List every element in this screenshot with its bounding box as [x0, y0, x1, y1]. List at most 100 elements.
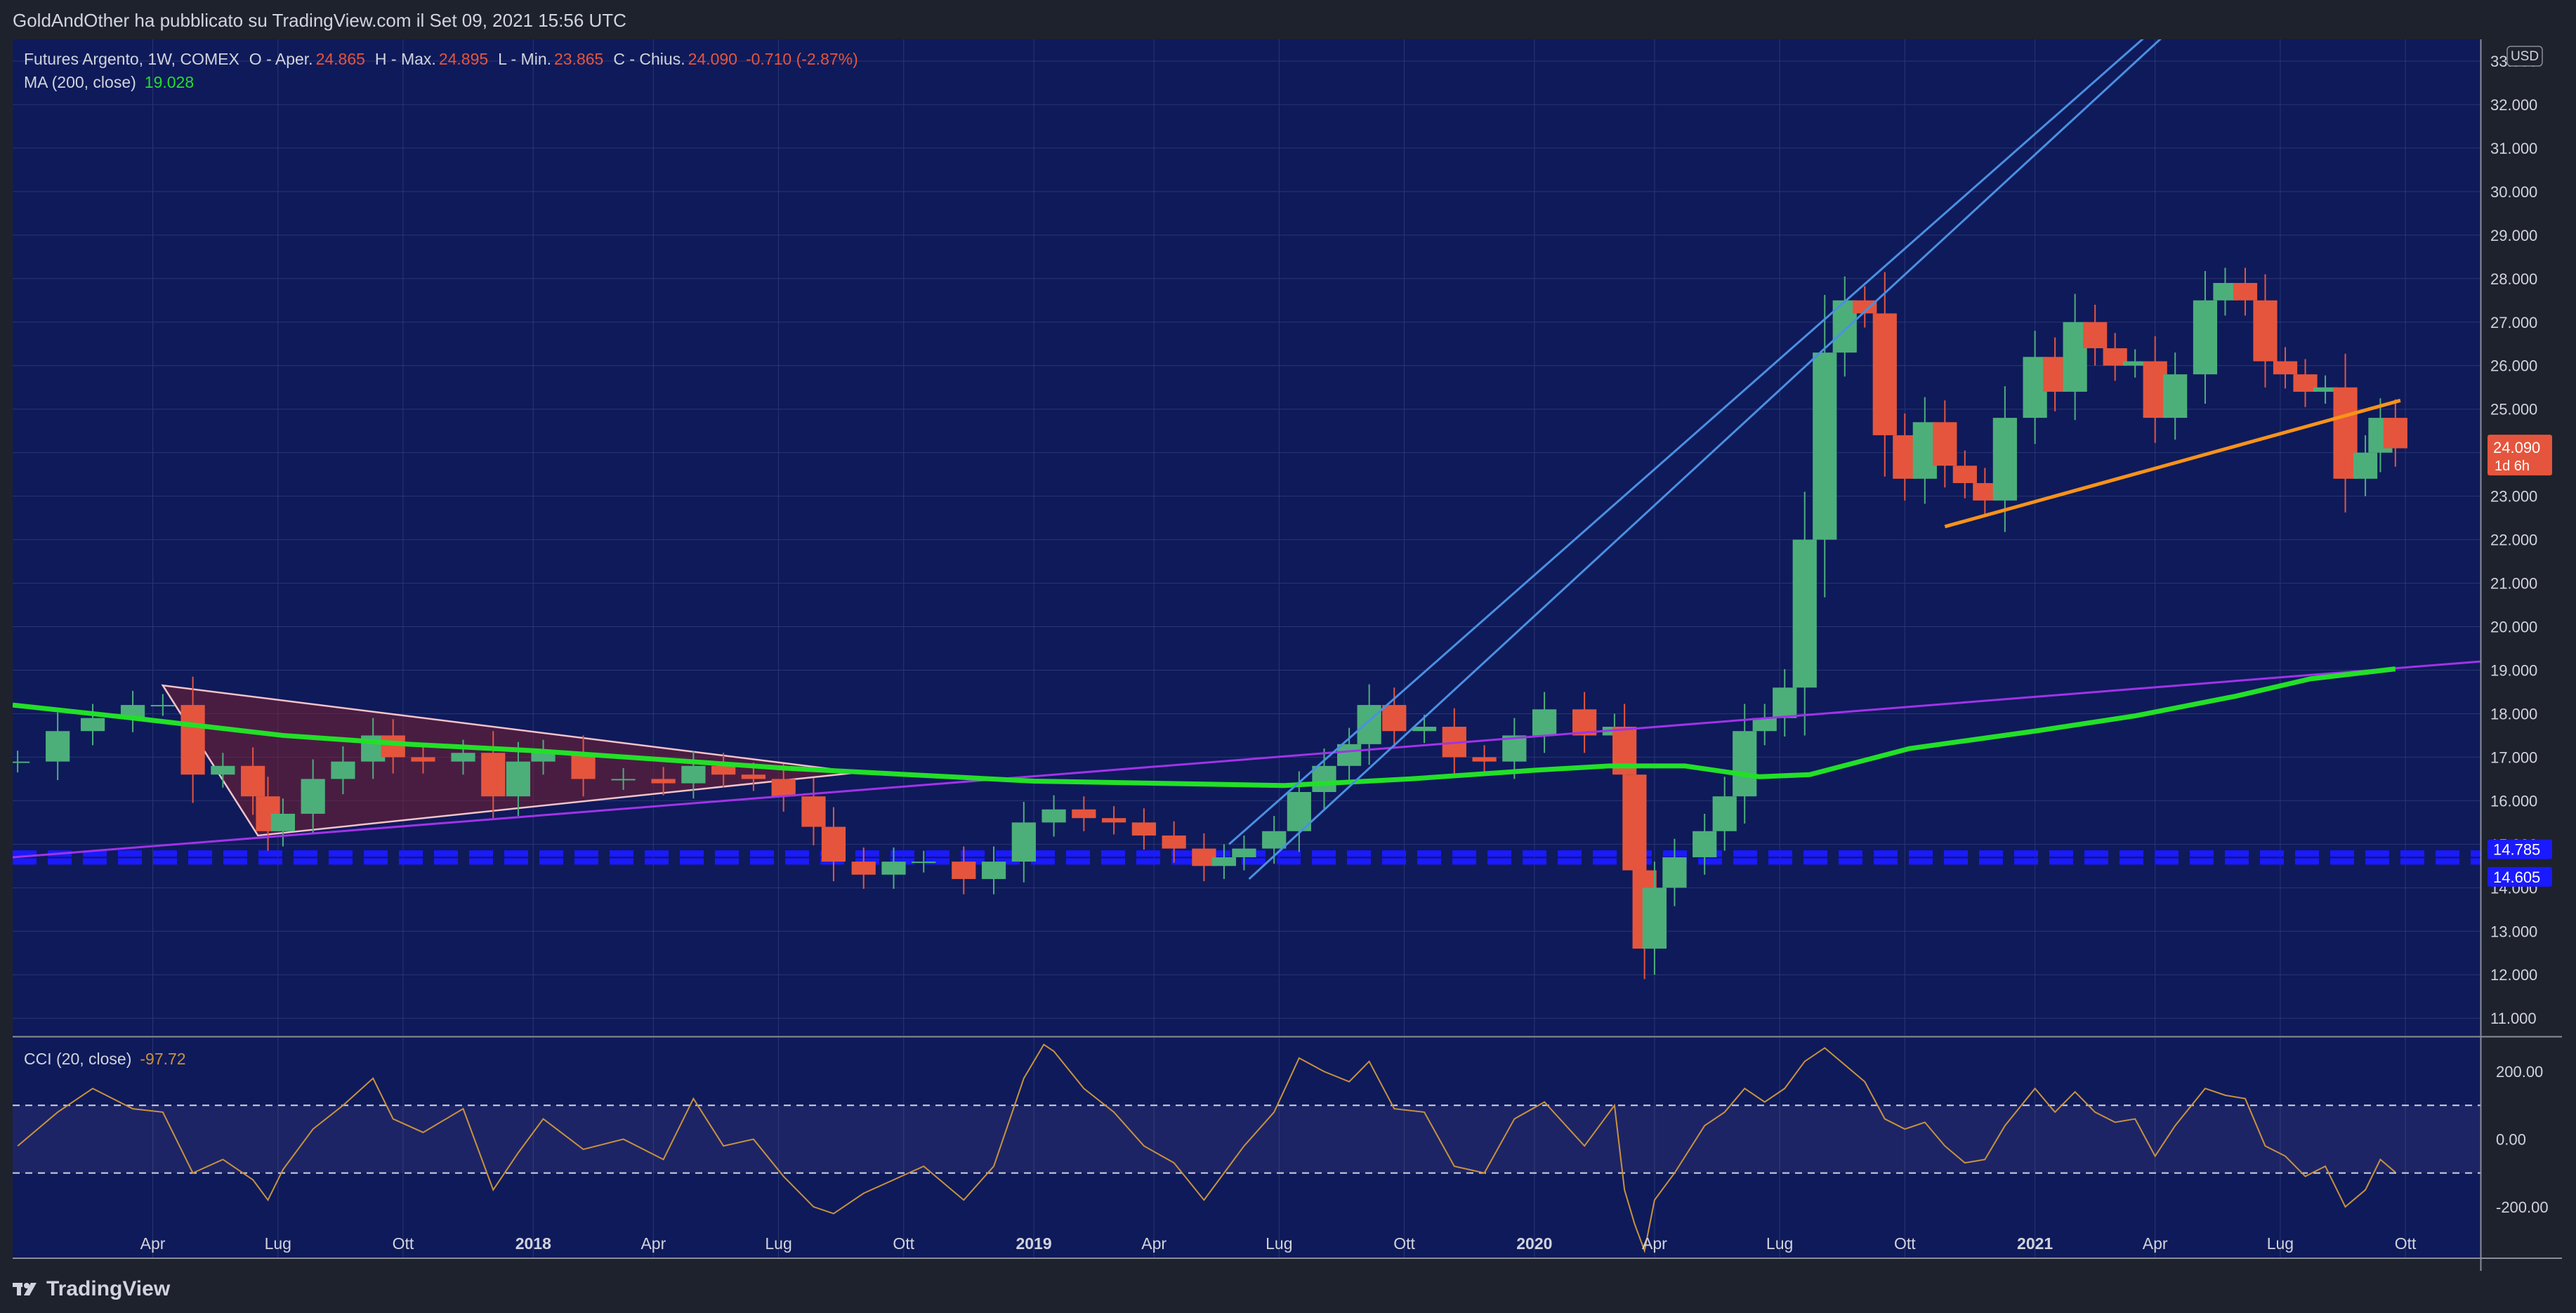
time-tick-label: 2019 [1016, 1234, 1051, 1253]
candle-body [571, 753, 596, 779]
time-tick-label: Apr [1141, 1234, 1167, 1253]
price-tick-label: 27.000 [2490, 314, 2537, 331]
candle-body [711, 765, 736, 775]
time-tick-label: Lug [1766, 1234, 1793, 1253]
candle-body [771, 779, 796, 797]
candle-body [851, 862, 876, 875]
cci-band [13, 1105, 2480, 1173]
cci-tick-label: 0.00 [2496, 1130, 2526, 1148]
candle-body [1792, 539, 1817, 688]
time-tick-label: Ott [2395, 1234, 2417, 1253]
last-price: 24.090 [2493, 439, 2540, 456]
chart-svg[interactable]: 33.00032.00031.00030.00029.00028.00027.0… [0, 39, 2576, 1271]
tradingview-wordmark: TradingView [46, 1277, 171, 1300]
candle-body [1712, 796, 1737, 831]
candle-body [1102, 818, 1126, 823]
time-tick-label: Ott [1393, 1234, 1415, 1253]
price-tick-label: 29.000 [2490, 227, 2537, 244]
orange-trendline [1944, 398, 2401, 529]
candle-body [46, 731, 70, 762]
candle-body [2163, 374, 2188, 418]
price-pane-bg [13, 39, 2480, 1036]
candle-body [952, 862, 976, 879]
candle-body [180, 705, 205, 775]
cci-tick-label: 200.00 [2496, 1063, 2543, 1081]
price-tick-label: 11.000 [2490, 1010, 2537, 1027]
candle-body [1312, 765, 1336, 792]
candle-body [1693, 831, 1717, 857]
candle-body [821, 826, 846, 862]
currency-badge[interactable]: USD [2506, 46, 2543, 67]
candle-body [881, 862, 906, 875]
candle-body [411, 757, 435, 762]
candle-body [1642, 888, 1667, 949]
countdown: 1d 6h [2495, 458, 2530, 474]
candle-body [1041, 809, 1066, 823]
time-tick-label: Ott [893, 1234, 914, 1253]
time-tick-label: Apr [640, 1234, 666, 1253]
candle-body [2383, 418, 2407, 449]
candle-body [1532, 709, 1557, 736]
time-axis[interactable]: Apr Lug Ott 2018 Apr Lug Ott 2019 Apr Lug Ott 2020 A… [140, 1234, 2417, 1253]
candle-body [1622, 774, 1647, 871]
price-tick-label: 18.000 [2490, 705, 2537, 723]
candle-body [1011, 822, 1036, 862]
time-tick-label: Lug [2267, 1234, 2294, 1253]
tradingview-logo-icon [13, 1283, 37, 1295]
price-tick-label: 28.000 [2490, 270, 2537, 288]
triangle-pattern [161, 684, 859, 837]
candle-body [1952, 466, 1977, 484]
candle-body [912, 862, 936, 864]
cci-tick-label: -200.00 [2496, 1199, 2549, 1216]
candle-body [1773, 687, 1797, 718]
candle-body [1813, 352, 1837, 540]
tradingview-logo[interactable]: TradingView [13, 1277, 170, 1301]
last-price-badge: 24.090 1d 6h [2488, 435, 2552, 476]
level-low-label: 14.605 [2493, 869, 2540, 886]
candle-body [981, 862, 1006, 879]
time-tick-label: Lug [1266, 1234, 1292, 1253]
price-tick-label: 25.000 [2490, 401, 2537, 418]
candle-body [331, 761, 355, 779]
channel-upper-line [1228, 39, 2144, 845]
candle-body [270, 813, 296, 831]
candle-body [1382, 705, 1407, 732]
time-tick-label: 2018 [515, 1234, 551, 1253]
candle-body [2273, 361, 2298, 375]
candle-body [120, 705, 145, 718]
candle-body [531, 753, 556, 762]
candle-body [211, 765, 235, 775]
cci-line [17, 1043, 2396, 1254]
time-tick-label: Lug [265, 1234, 291, 1253]
price-tick-label: 31.000 [2490, 140, 2537, 157]
price-tick-label: 16.000 [2490, 792, 2537, 810]
candle-body [381, 735, 405, 758]
ohlc-legend: Futures Argento, 1W, COMEX O - Aper. 24.86… [24, 50, 858, 68]
price-tick-label: 21.000 [2490, 575, 2537, 593]
candle-body [1357, 705, 1381, 744]
currency-label: USD [2511, 49, 2539, 64]
time-tick-label: Apr [2143, 1234, 2168, 1253]
candle-body [481, 753, 506, 797]
ma-legend: MA (200, close) 19.028 [24, 73, 194, 91]
candle-body [1853, 300, 1877, 314]
price-tick-label: 12.000 [2490, 966, 2537, 984]
candle-body [1162, 835, 1186, 849]
candle-body [1933, 422, 1957, 466]
candle-body [1472, 757, 1497, 762]
channel-lower-line [1248, 39, 2162, 880]
cci-axis: 200.00 0.00 -200.00 [2496, 1063, 2549, 1216]
candle-body [1662, 857, 1687, 888]
candle-body [13, 761, 30, 763]
price-tick-label: 19.000 [2490, 661, 2537, 679]
candle-body [241, 765, 265, 797]
time-tick-label: Apr [1642, 1234, 1667, 1253]
candle-body [741, 774, 766, 779]
purple-trendline [13, 660, 2480, 859]
candle-body [681, 765, 706, 784]
candle-body [1131, 822, 1156, 836]
candle-body [1211, 857, 1237, 866]
price-tick-label: 26.000 [2490, 357, 2537, 375]
time-tick-label: Apr [140, 1234, 166, 1253]
time-tick-label: Ott [1894, 1234, 1916, 1253]
